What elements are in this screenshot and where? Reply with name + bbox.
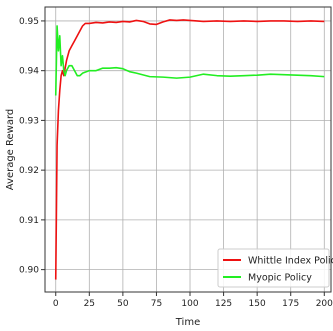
series-lines	[54, 19, 325, 280]
x-tick-label: 175	[282, 299, 299, 309]
x-tick-label: 125	[215, 299, 232, 309]
grid-lines	[45, 7, 331, 292]
series-line-myopic	[54, 25, 325, 96]
tick-marks	[41, 20, 325, 296]
plot-frame	[44, 6, 332, 293]
y-tick-label: 0.92	[19, 166, 39, 176]
y-tick-labels: 0.90 0.91 0.92 0.93 0.94 0.95	[19, 17, 39, 276]
y-tick-label: 0.93	[19, 116, 39, 126]
x-tick-label: 200	[316, 299, 333, 309]
legend-box	[217, 248, 330, 288]
x-tick-label: 150	[249, 299, 266, 309]
legend: Whittle Index Policy Myopic Policy	[217, 248, 333, 288]
y-tick-label: 0.95	[19, 17, 39, 27]
y-axis-label: Average Reward	[5, 109, 16, 190]
y-tick-label: 0.94	[19, 67, 39, 77]
series-line-whittle	[54, 19, 325, 280]
x-tick-label: 25	[84, 299, 95, 309]
x-tick-labels: 0 25 50 75 100 125 150 175 200	[53, 299, 333, 309]
x-tick-label: 100	[181, 299, 198, 309]
x-tick-label: 0	[53, 299, 59, 309]
legend-label-myopic: Myopic Policy	[248, 273, 312, 284]
y-tick-label: 0.90	[19, 266, 39, 276]
x-tick-label: 75	[151, 299, 162, 309]
y-tick-label: 0.91	[19, 216, 39, 226]
x-tick-label: 50	[117, 299, 129, 309]
x-axis-label: Time	[175, 317, 200, 328]
legend-label-whittle: Whittle Index Policy	[248, 256, 333, 267]
